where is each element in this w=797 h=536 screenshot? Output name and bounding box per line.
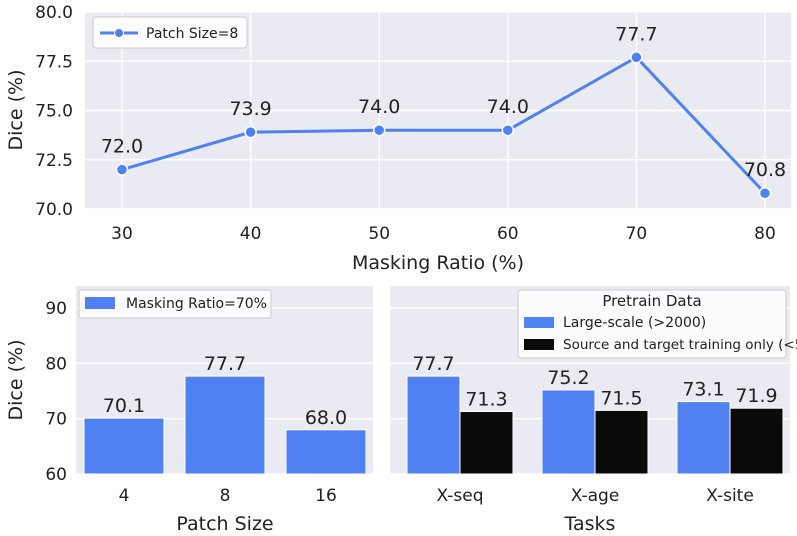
x-tick-label: 60: [497, 224, 519, 244]
y-tick-label: 70.0: [35, 200, 73, 220]
legend-entry-large-scale: Large-scale (>2000): [563, 315, 706, 331]
legend-swatch-masking-ratio: [85, 297, 115, 309]
tasks-data-labels: 77.7 71.3 75.2 71.5 73.1 71.9: [412, 353, 777, 410]
line-point: [501, 123, 515, 137]
bar-data-label: 71.3: [465, 389, 507, 411]
line-chart-data-labels: 72.0 73.9 74.0 74.0 77.7 70.8: [101, 23, 786, 181]
line-chart-y-ticks: 70.0 72.5 75.0 77.5 80.0: [35, 3, 73, 220]
line-point: [372, 123, 386, 137]
patch-size-legend-box: [78, 289, 272, 319]
x-tick-label: 70: [626, 224, 648, 244]
y-tick-label: 90: [45, 299, 67, 319]
line-chart-legend-box: [92, 16, 248, 49]
bar: [676, 401, 731, 475]
patch-size-bar-chart: 60 70 80 90 4 8 16 70.1 77.7 68.0 Patch Size Di…: [5, 286, 373, 535]
x-tick-label: X-site: [706, 486, 754, 506]
tasks-x-axis-title: Tasks: [564, 513, 616, 535]
tasks-bars: [406, 375, 784, 475]
x-tick-label: 16: [315, 486, 337, 506]
x-tick-label: 80: [754, 224, 776, 244]
bar: [83, 417, 165, 475]
x-tick-label: 8: [220, 486, 231, 506]
legend-marker-icon: [114, 28, 124, 38]
bar: [594, 409, 649, 475]
line-chart-legend: Patch Size=8: [92, 16, 248, 49]
line-chart-y-axis-title: Dice (%): [5, 70, 27, 151]
y-tick-label: 77.5: [35, 52, 73, 72]
patch-size-chart-x-ticks: 4 8 16: [119, 486, 337, 506]
line-data-label: 72.0: [101, 136, 143, 158]
x-tick-label: X-age: [571, 486, 620, 506]
line-chart-x-ticks: 30 40 50 60 70 80: [111, 224, 776, 244]
bar: [285, 429, 367, 475]
bar-data-label: 77.7: [204, 353, 246, 375]
legend-title-pretrain-data: Pretrain Data: [602, 292, 701, 310]
line-chart-grid: [85, 11, 791, 210]
legend-swatch-source-target: [524, 339, 554, 350]
line-point: [115, 163, 129, 176]
x-tick-label: 50: [368, 224, 390, 244]
y-tick-label: 72.5: [35, 151, 73, 171]
bar-data-label: 71.9: [735, 385, 777, 407]
line-data-label: 77.7: [615, 23, 657, 45]
x-tick-label: 40: [240, 224, 262, 244]
line-series-patch-size-8: [121, 55, 767, 195]
legend-entry-source-target: Source and target training only (<50): [563, 337, 797, 353]
bar-data-label: 73.1: [682, 379, 724, 401]
y-tick-label: 80: [45, 354, 67, 374]
patch-size-bars: [83, 375, 367, 475]
y-tick-label: 75.0: [35, 102, 73, 122]
tasks-bar-chart: X-seq X-age X-site 77.7 71.3 75.2 71.5 73.1 71.…: [390, 286, 797, 535]
patch-size-data-labels: 70.1 77.7 68.0: [103, 353, 347, 429]
line-data-label: 73.9: [229, 98, 271, 120]
legend-entry-patch-size-8: Patch Size=8: [146, 26, 238, 42]
bar: [406, 375, 461, 475]
patch-size-y-axis-title: Dice (%): [5, 340, 27, 421]
bar-data-label: 75.2: [547, 367, 589, 389]
x-tick-label: 4: [119, 486, 130, 506]
legend-entry-masking-ratio-70: Masking Ratio=70%: [126, 296, 267, 312]
y-tick-label: 70: [45, 410, 67, 430]
line-point: [758, 186, 772, 200]
line-data-label: 74.0: [487, 96, 529, 118]
line-data-label: 74.0: [358, 96, 400, 118]
line-point: [630, 51, 643, 64]
line-data-label: 70.8: [744, 159, 786, 181]
bar: [541, 389, 596, 475]
legend-swatch-large-scale: [524, 317, 554, 328]
tasks-legend-box: [517, 289, 787, 359]
bar-data-label: 71.5: [600, 387, 642, 409]
tasks-chart-x-ticks: X-seq X-age X-site: [436, 486, 753, 506]
patch-size-chart-y-ticks: 60 70 80 90: [45, 299, 67, 485]
x-tick-label: 30: [111, 224, 133, 244]
y-tick-label: 80.0: [35, 3, 73, 23]
bar: [459, 411, 514, 475]
tasks-legend: Pretrain Data Large-scale (>2000) Source…: [517, 289, 797, 359]
bar-data-label: 68.0: [305, 407, 347, 429]
line-chart: 70.0 72.5 75.0 77.5 80.0 30 40 50 60 70 80 72.0 73…: [5, 3, 791, 274]
patch-size-x-axis-title: Patch Size: [176, 513, 273, 535]
x-tick-label: X-seq: [436, 486, 483, 506]
bar-data-label: 70.1: [103, 395, 145, 417]
line-point: [244, 125, 257, 139]
y-tick-label: 60: [45, 465, 67, 485]
bar: [184, 375, 266, 475]
bar: [729, 407, 784, 475]
line-chart-points: [115, 51, 772, 200]
line-chart-x-axis-title: Masking Ratio (%): [352, 252, 524, 274]
bar-data-label: 77.7: [412, 353, 454, 375]
patch-size-legend: Masking Ratio=70%: [78, 289, 272, 319]
